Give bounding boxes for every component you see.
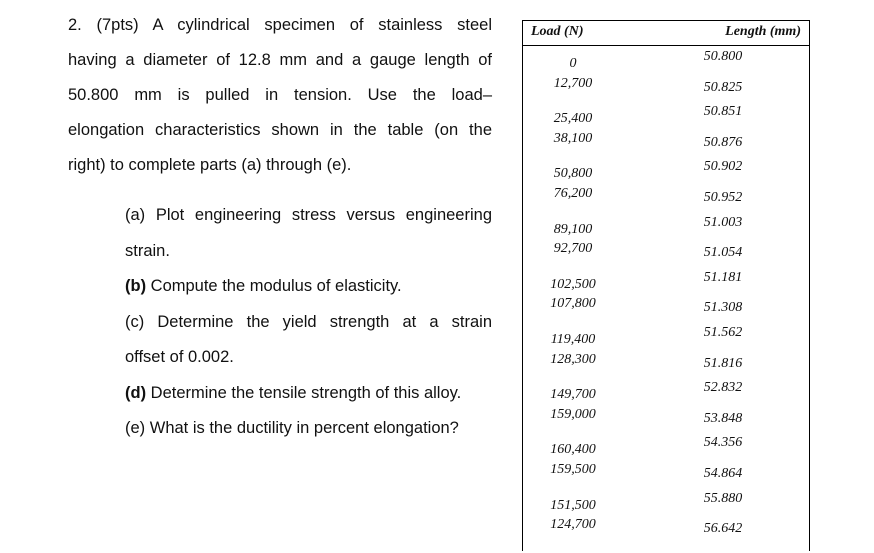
part-label: (a) bbox=[125, 206, 146, 224]
load-cell: 92,700 bbox=[553, 241, 593, 257]
table-row: 12,700 50.825 bbox=[523, 74, 809, 102]
load-cell: 0 bbox=[569, 56, 577, 71]
part-text: Determine the yield strength at a strain bbox=[144, 312, 492, 331]
problem-statement: 2. (7pts) A cylindrical specimen of stai… bbox=[68, 8, 492, 183]
length-cell: 50.800 bbox=[703, 49, 743, 64]
part-e: (e) What is the ductility in percent elo… bbox=[125, 411, 492, 447]
table-body: 0 50.800 12,700 50.825 25,400 50.851 38,100 50.… bbox=[523, 46, 809, 543]
part-label: (e) bbox=[125, 419, 146, 437]
table-row: 160,400 54.356 bbox=[523, 432, 809, 460]
table-row: 128,300 51.816 bbox=[523, 350, 809, 378]
part-text: What is the ductility in percent elongat… bbox=[145, 419, 459, 437]
header-load: Load (N) bbox=[531, 24, 584, 39]
length-cell: 50.825 bbox=[703, 79, 743, 95]
length-cell: 52.832 bbox=[703, 380, 743, 396]
load-cell: 151,500 bbox=[550, 497, 596, 513]
part-text: Compute the modulus of elasticity. bbox=[146, 277, 402, 295]
problem-parts: (a) Plot engineering stress versus engin… bbox=[125, 198, 492, 447]
problem-line: right) to complete parts (a) through (e)… bbox=[68, 156, 352, 174]
load-cell: 149,700 bbox=[550, 387, 596, 403]
table-row: 102,500 51.181 bbox=[523, 267, 809, 295]
length-cell: 51.816 bbox=[703, 355, 743, 371]
length-cell: 53.848 bbox=[703, 410, 743, 426]
length-cell: 55.880 bbox=[703, 490, 743, 506]
table-header: Load (N) Length (mm) bbox=[523, 21, 809, 46]
table-row: 89,100 51.003 bbox=[523, 212, 809, 240]
part-a-cont: strain. bbox=[125, 234, 492, 270]
part-text: Determine the tensile strength of this a… bbox=[146, 383, 462, 402]
length-cell: 51.308 bbox=[703, 300, 743, 316]
table-row: 25,400 50.851 bbox=[523, 101, 809, 129]
part-text: offset of 0.002. bbox=[125, 348, 234, 366]
length-cell: 51.181 bbox=[703, 269, 743, 285]
table-row: 119,400 51.562 bbox=[523, 322, 809, 350]
length-cell: 50.851 bbox=[703, 104, 743, 120]
length-cell: 50.902 bbox=[703, 159, 743, 175]
load-cell: 159,000 bbox=[550, 406, 596, 422]
load-cell: 128,300 bbox=[550, 351, 596, 367]
load-cell: 89,100 bbox=[553, 221, 593, 237]
load-cell: 76,200 bbox=[553, 185, 593, 201]
load-cell: 107,800 bbox=[550, 296, 596, 312]
part-text: Plot engineering stress versus engineeri… bbox=[145, 206, 492, 224]
part-c: (c) Determine the yield strength at a st… bbox=[125, 305, 492, 341]
problem-line: 2. (7pts) A cylindrical specimen of stai… bbox=[68, 16, 492, 34]
load-cell: 124,700 bbox=[550, 517, 596, 533]
table-row: 0 50.800 bbox=[523, 46, 809, 74]
length-cell: 50.876 bbox=[703, 134, 743, 150]
table-row: 149,700 52.832 bbox=[523, 377, 809, 405]
load-cell: 102,500 bbox=[550, 276, 596, 292]
load-length-table: Load (N) Length (mm) 0 50.800 12,700 50.825… bbox=[522, 20, 810, 551]
length-cell: 51.054 bbox=[703, 245, 743, 261]
load-cell: 12,700 bbox=[553, 75, 593, 91]
length-cell: 56.642 bbox=[703, 521, 743, 537]
load-cell: 25,400 bbox=[553, 111, 593, 127]
problem-line: elongation characteristics shown in the … bbox=[68, 121, 492, 139]
table-row: 38,100 50.876 bbox=[523, 129, 809, 157]
part-d: (d) Determine the tensile strength of th… bbox=[125, 376, 492, 412]
table-row: 50,800 50.902 bbox=[523, 156, 809, 184]
problem-line: having a diameter of 12.8 mm and a gauge… bbox=[68, 51, 492, 69]
table-row: 159,000 53.848 bbox=[523, 405, 809, 433]
part-b: (b) Compute the modulus of elasticity. bbox=[125, 269, 492, 305]
table-row: 159,500 54.864 bbox=[523, 460, 809, 488]
problem-line: 50.800 mm is pulled in tension. Use the … bbox=[68, 86, 492, 104]
table-row: 76,200 50.952 bbox=[523, 184, 809, 212]
load-cell: 38,100 bbox=[553, 130, 593, 146]
load-cell: 119,400 bbox=[550, 331, 596, 347]
part-label: (d) bbox=[125, 383, 147, 402]
part-text: strain. bbox=[125, 241, 170, 260]
table-row: 124,700 56.642 bbox=[523, 515, 809, 543]
part-label: (b) bbox=[125, 277, 147, 295]
length-cell: 54.356 bbox=[703, 435, 743, 451]
part-c-cont: offset of 0.002. bbox=[125, 340, 492, 376]
table-row: 92,700 51.054 bbox=[523, 239, 809, 267]
length-cell: 51.562 bbox=[703, 324, 743, 340]
header-length: Length (mm) bbox=[725, 24, 801, 39]
load-cell: 50,800 bbox=[553, 166, 593, 182]
table-row: 107,800 51.308 bbox=[523, 294, 809, 322]
length-cell: 51.003 bbox=[703, 214, 743, 230]
part-label: (c) bbox=[125, 312, 145, 331]
load-cell: 159,500 bbox=[550, 461, 596, 477]
load-cell: 160,400 bbox=[550, 442, 596, 458]
part-a: (a) Plot engineering stress versus engin… bbox=[125, 198, 492, 234]
table-row: 151,500 55.880 bbox=[523, 488, 809, 516]
length-cell: 50.952 bbox=[703, 189, 743, 205]
length-cell: 54.864 bbox=[703, 465, 743, 481]
